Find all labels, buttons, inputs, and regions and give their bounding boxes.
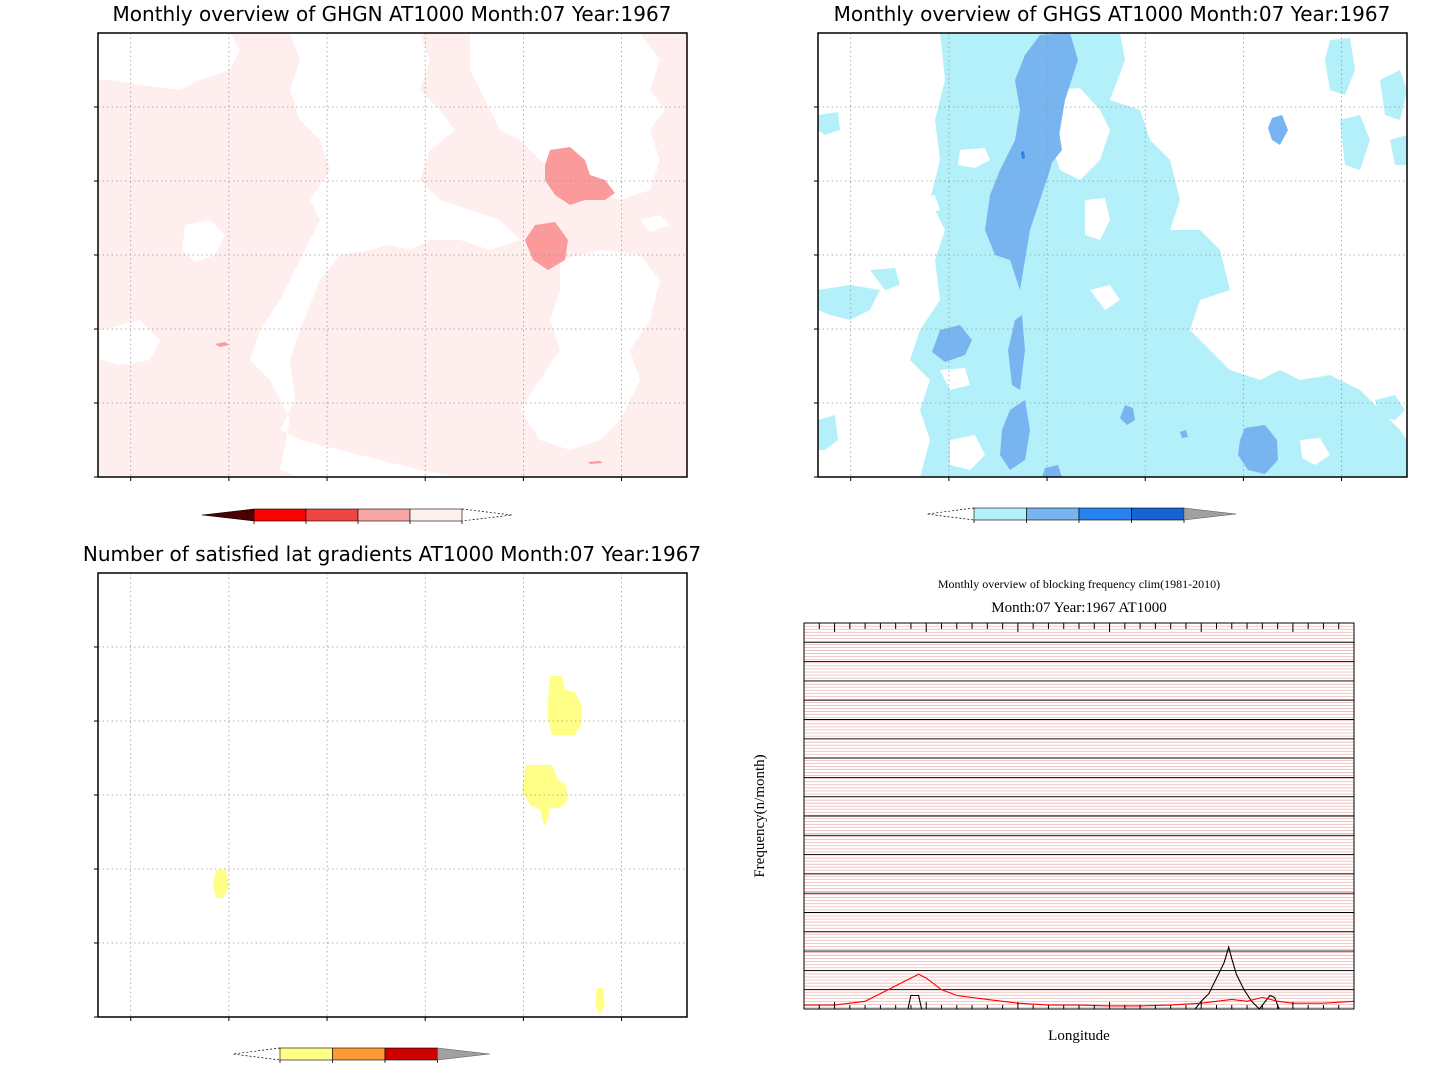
ghgs-moderate-region bbox=[1000, 400, 1030, 470]
colorbar-box bbox=[279, 1047, 333, 1061]
ghgs-region bbox=[1380, 70, 1407, 120]
ghgn-anomaly-patch bbox=[545, 147, 615, 205]
panel-lat-gradients-title: Number of satisfied lat gradients AT1000… bbox=[83, 542, 701, 566]
ghgs-region bbox=[818, 285, 880, 320]
colorbar-box bbox=[357, 508, 411, 522]
ghgs-moderate-region bbox=[1120, 405, 1135, 425]
blocking-y-label: Frequency(n/month) bbox=[752, 754, 768, 877]
panel-lat-gradients: Number of satisfied lat gradients AT1000… bbox=[83, 542, 701, 1063]
ghgs-white-region bbox=[958, 148, 990, 168]
lat-gradient-patch bbox=[548, 676, 581, 735]
ghgn-white-region bbox=[470, 33, 665, 200]
panel-lat-gradients-y-axis bbox=[94, 646, 98, 1018]
colorbar-right-triangle bbox=[437, 1047, 490, 1061]
colorbar-box bbox=[1078, 507, 1132, 521]
panel-ghgs-y-axis bbox=[814, 106, 818, 478]
ghgs-white-region bbox=[940, 368, 970, 390]
panel-lat-gradients-grid bbox=[98, 573, 687, 1017]
ghgs-moderate-region bbox=[932, 325, 972, 362]
ghgs-strong-region bbox=[1021, 151, 1025, 159]
colorbar-box bbox=[305, 508, 359, 522]
ghgs-moderate-region bbox=[1268, 115, 1288, 145]
ghgs-region bbox=[1325, 38, 1355, 95]
colorbar-box bbox=[332, 1047, 386, 1061]
blocking-x-label: Longitude bbox=[1048, 1028, 1110, 1044]
panel-ghgs-title: Monthly overview of GHGS AT1000 Month:07… bbox=[834, 2, 1391, 26]
ghgs-region bbox=[818, 415, 838, 450]
panel-lat-gradients-x-axis bbox=[130, 1017, 623, 1021]
colorbar-box bbox=[384, 1047, 438, 1061]
colorbar-box bbox=[973, 507, 1027, 521]
panel-ghgs-grid bbox=[818, 33, 1407, 477]
ghgs-moderate-region bbox=[985, 33, 1078, 290]
blocking-frequency-line bbox=[804, 945, 1354, 1010]
ghgs-region bbox=[1390, 135, 1407, 165]
ghgs-moderate-region bbox=[1040, 120, 1062, 165]
ghgn-anomaly-patch bbox=[525, 222, 568, 270]
panel-lat-gradients-colorbar bbox=[232, 1047, 490, 1063]
ghgn-white-region bbox=[98, 33, 240, 90]
colorbar-box bbox=[1131, 507, 1185, 521]
ghgs-white-region bbox=[950, 435, 985, 470]
ghgn-anomaly-patch bbox=[215, 342, 229, 347]
colorbar-right-triangle bbox=[1183, 507, 1237, 521]
ghgs-region bbox=[1340, 115, 1370, 170]
lat-gradient-patch bbox=[522, 765, 568, 826]
ghgs-white-region bbox=[1090, 285, 1120, 310]
ghgs-region bbox=[1375, 395, 1405, 420]
blocking-top-ticks bbox=[803, 623, 1355, 1009]
panel-ghgn-y-axis bbox=[94, 106, 98, 478]
ghgs-white-region bbox=[1240, 265, 1300, 355]
ghgn-white-region bbox=[520, 250, 660, 450]
ghgs-moderate-region bbox=[1008, 315, 1025, 390]
ghgs-region bbox=[1200, 272, 1225, 292]
ghgs-white-region bbox=[1160, 33, 1310, 180]
colorbar-box bbox=[409, 508, 463, 522]
panel-ghgn-x-axis bbox=[130, 477, 623, 481]
blocking-y-grid bbox=[804, 622, 1354, 1010]
ghgs-white-region bbox=[1340, 265, 1390, 310]
ghgs-region bbox=[818, 112, 840, 135]
ghgs-moderate-region bbox=[1238, 425, 1278, 474]
colorbar-right-triangle bbox=[461, 508, 513, 522]
ghgn-anomaly-patch bbox=[588, 461, 603, 464]
panel-blocking-subtitle: Month:07 Year:1967 AT1000 bbox=[991, 600, 1166, 616]
ghgs-white-region bbox=[1310, 150, 1407, 230]
panel-blocking-title: Monthly overview of blocking frequency c… bbox=[938, 577, 1220, 591]
panel-ghgs: Monthly overview of GHGS AT1000 Month:07… bbox=[814, 2, 1408, 523]
ghgs-white-region bbox=[910, 195, 940, 215]
ghgs-moderate-region bbox=[1180, 430, 1188, 438]
panel-ghgn: Monthly overview of GHGN AT1000 Month:07… bbox=[94, 2, 688, 524]
ghgn-white-region bbox=[182, 220, 225, 262]
colorbar-box bbox=[253, 508, 307, 522]
colorbar-left-triangle bbox=[926, 507, 975, 521]
colorbar-box bbox=[1026, 507, 1080, 521]
panel-ghgs-x-axis bbox=[850, 477, 1343, 481]
ghgn-white-region bbox=[640, 215, 670, 232]
ghgn-white-region bbox=[250, 33, 520, 477]
ghgn-white-region bbox=[100, 320, 160, 365]
ghgs-white-region bbox=[1085, 198, 1110, 240]
ghgs-region bbox=[870, 268, 900, 290]
colorbar-left-triangle bbox=[232, 1047, 281, 1061]
ghgs-white-region bbox=[1300, 438, 1330, 465]
colorbar-left-triangle bbox=[201, 508, 255, 522]
lat-gradient-patch bbox=[213, 870, 229, 898]
panel-ghgn-colorbar bbox=[201, 508, 513, 524]
lat-gradient-patch bbox=[595, 988, 605, 1015]
panel-ghgn-title: Monthly overview of GHGN AT1000 Month:07… bbox=[113, 2, 672, 26]
panel-ghgs-colorbar bbox=[926, 507, 1237, 523]
panel-ghgn-grid bbox=[98, 33, 687, 477]
panel-blocking-frequency: Monthly overview of blocking frequency c… bbox=[752, 577, 1355, 1044]
